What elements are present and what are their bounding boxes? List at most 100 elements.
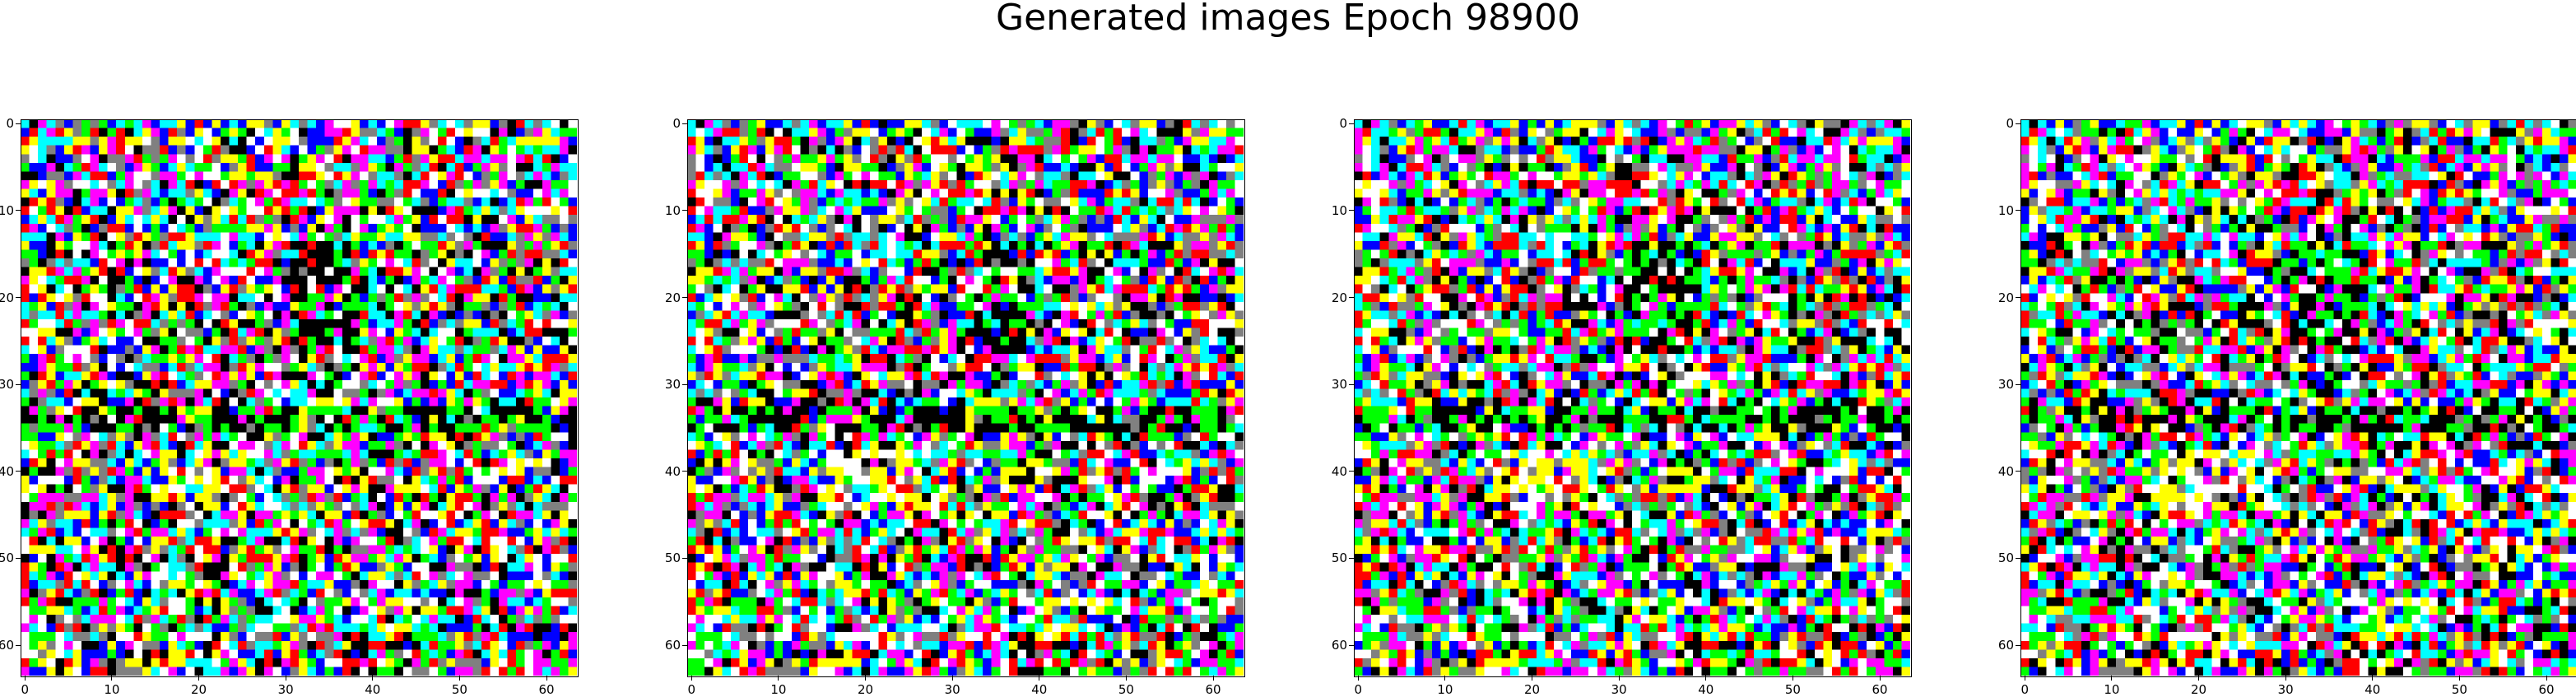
x-tick-label: 40 xyxy=(2364,682,2381,697)
x-tick-mark xyxy=(2458,676,2460,681)
x-tick-mark xyxy=(2285,676,2286,681)
y-tick-label: 40 xyxy=(1997,463,2014,479)
generated-image-3 xyxy=(1354,119,1910,676)
x-tick-label: 30 xyxy=(2277,682,2294,697)
x-tick-label: 0 xyxy=(2020,682,2030,697)
axes-frame xyxy=(1354,119,1912,677)
y-tick-mark xyxy=(1349,210,1354,211)
y-tick-mark xyxy=(1349,123,1354,124)
x-tick-mark xyxy=(111,676,113,681)
y-tick-mark xyxy=(16,644,21,646)
y-tick-label: 60 xyxy=(664,638,681,653)
y-tick-label: 50 xyxy=(1997,551,2014,566)
y-tick-mark xyxy=(2016,297,2020,299)
x-tick-mark xyxy=(24,676,26,681)
y-tick-mark xyxy=(682,297,687,299)
y-tick-mark xyxy=(1349,297,1354,299)
y-tick-label: 0 xyxy=(6,116,14,132)
x-tick-mark xyxy=(2546,676,2547,681)
y-tick-mark xyxy=(682,644,687,646)
x-tick-mark xyxy=(1357,676,1359,681)
x-tick-label: 40 xyxy=(1698,682,1714,697)
x-tick-mark xyxy=(1444,676,1446,681)
y-tick-label: 30 xyxy=(1331,377,1347,393)
y-tick-mark xyxy=(16,297,21,299)
x-tick-mark xyxy=(2372,676,2374,681)
x-tick-mark xyxy=(1705,676,1707,681)
x-tick-label: 30 xyxy=(944,682,960,697)
x-tick-label: 50 xyxy=(1784,682,1801,697)
y-tick-label: 50 xyxy=(0,551,14,566)
x-tick-label: 60 xyxy=(2538,682,2555,697)
x-tick-mark xyxy=(2111,676,2113,681)
y-tick-label: 60 xyxy=(0,638,14,653)
y-tick-mark xyxy=(16,383,21,385)
image-panel-2: 0 10 20 30 40 50 60 0 10 20 30 40 50 60 xyxy=(665,118,1245,696)
x-tick-label: 0 xyxy=(21,682,30,697)
y-tick-label: 0 xyxy=(1339,116,1347,132)
y-tick-mark xyxy=(2016,644,2020,646)
x-tick-label: 10 xyxy=(104,682,120,697)
y-tick-mark xyxy=(2016,123,2020,124)
y-tick-mark xyxy=(16,210,21,211)
x-tick-label: 50 xyxy=(451,682,467,697)
y-tick-label: 60 xyxy=(1331,638,1347,653)
y-tick-label: 30 xyxy=(664,377,681,393)
generated-image-4 xyxy=(2020,119,2576,676)
x-tick-label: 60 xyxy=(1872,682,1888,697)
x-tick-label: 60 xyxy=(538,682,555,697)
x-tick-mark xyxy=(1879,676,1881,681)
x-tick-label: 20 xyxy=(2190,682,2207,697)
y-tick-label: 40 xyxy=(664,463,681,479)
x-tick-label: 10 xyxy=(1437,682,1453,697)
y-tick-mark xyxy=(16,123,21,124)
x-tick-label: 50 xyxy=(1118,682,1134,697)
x-tick-label: 60 xyxy=(1205,682,1221,697)
y-tick-label: 30 xyxy=(0,377,14,393)
y-tick-label: 40 xyxy=(0,463,14,479)
generated-image-2 xyxy=(687,119,1244,676)
y-tick-mark xyxy=(1349,557,1354,559)
axes-frame xyxy=(687,119,1245,677)
x-tick-label: 20 xyxy=(857,682,874,697)
y-tick-mark xyxy=(16,557,21,559)
x-tick-mark xyxy=(1212,676,1214,681)
y-tick-mark xyxy=(2016,383,2020,385)
x-tick-mark xyxy=(198,676,200,681)
y-tick-label: 20 xyxy=(1331,290,1347,305)
y-tick-label: 40 xyxy=(1331,463,1347,479)
x-tick-mark xyxy=(1125,676,1127,681)
x-tick-mark xyxy=(778,676,779,681)
x-tick-label: 20 xyxy=(1523,682,1541,697)
y-tick-label: 10 xyxy=(0,202,14,218)
x-tick-mark xyxy=(546,676,547,681)
y-tick-mark xyxy=(1349,383,1354,385)
y-tick-label: 50 xyxy=(664,551,681,566)
y-tick-label: 0 xyxy=(672,116,681,132)
figure-title: Generated images Epoch 98900 xyxy=(995,0,1581,39)
x-tick-label: 10 xyxy=(2104,682,2120,697)
x-tick-mark xyxy=(1618,676,1620,681)
image-panel-4: 0 10 20 30 40 50 60 0 10 20 30 40 50 60 xyxy=(1998,118,2576,696)
x-tick-label: 40 xyxy=(365,682,381,697)
y-tick-mark xyxy=(2016,557,2020,559)
x-tick-label: 50 xyxy=(2451,682,2467,697)
x-tick-mark xyxy=(458,676,460,681)
y-tick-label: 10 xyxy=(1997,202,2014,218)
x-tick-mark xyxy=(372,676,374,681)
y-tick-mark xyxy=(16,471,21,472)
generated-image-1 xyxy=(21,119,577,676)
y-tick-label: 0 xyxy=(2006,116,2014,132)
y-tick-label: 60 xyxy=(1997,638,2014,653)
x-tick-mark xyxy=(2198,676,2200,681)
y-tick-mark xyxy=(682,123,687,124)
y-tick-mark xyxy=(2016,471,2020,472)
x-tick-mark xyxy=(951,676,953,681)
y-tick-label: 50 xyxy=(1331,551,1347,566)
y-tick-mark xyxy=(1349,644,1354,646)
x-tick-label: 20 xyxy=(190,682,207,697)
x-tick-label: 0 xyxy=(687,682,696,697)
y-tick-mark xyxy=(682,210,687,211)
x-tick-mark xyxy=(690,676,692,681)
